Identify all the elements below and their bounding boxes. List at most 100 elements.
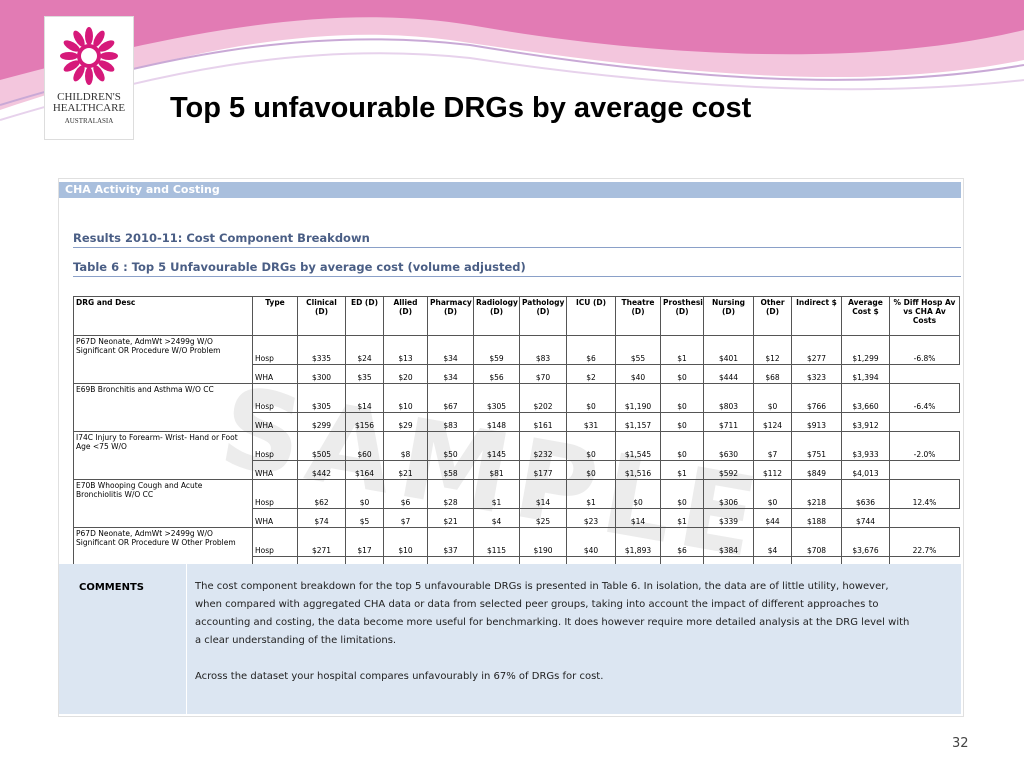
drg-desc: P67D Neonate, AdmWt >2499g W/O Significa…	[73, 335, 253, 384]
column-header: % Diff Hosp Av vs CHA Av Costs	[889, 296, 960, 336]
drg-desc: I74C Injury to Forearm- Wrist- Hand or F…	[73, 431, 253, 480]
table-cell: $1,545	[615, 431, 661, 461]
table-cell: WHA	[252, 460, 298, 480]
cost-table: DRG and Desc Type Clinical (D) ED (D) Allied…	[73, 296, 960, 576]
table-cell: $23	[566, 508, 616, 528]
column-header: Prosthesis (D)	[660, 296, 704, 336]
table-row: E70B Whooping Cough and Acute Bronchioli…	[73, 479, 960, 528]
section-title: Results 2010-11: Cost Component Breakdow…	[73, 231, 961, 248]
table-cell: WHA	[252, 364, 298, 384]
table-cell: $803	[703, 383, 754, 413]
table-cell: $384	[703, 527, 754, 557]
column-header: Type	[252, 296, 298, 336]
table-cell: $1,516	[615, 460, 661, 480]
table-cell: $0	[660, 431, 704, 461]
table-cell: $14	[345, 383, 384, 413]
column-header: Pathology (D)	[519, 296, 567, 336]
table-cell: $744	[841, 508, 890, 528]
table-cell: $6	[660, 527, 704, 557]
table-cell: $81	[473, 460, 520, 480]
column-header: Theatre (D)	[615, 296, 661, 336]
table-cell: $58	[427, 460, 474, 480]
table-cell: $1	[566, 479, 616, 509]
table-cell: $323	[791, 364, 842, 384]
table-cell: $56	[473, 364, 520, 384]
table-cell: $10	[383, 383, 428, 413]
table-cell: Hosp	[252, 527, 298, 557]
table-cell: $0	[753, 383, 792, 413]
table-cell: $112	[753, 460, 792, 480]
table-cell: $37	[427, 527, 474, 557]
logo-text: CHILDREN'S	[57, 91, 121, 103]
table-cell: $3,676	[841, 527, 890, 557]
table-cell: $3,933	[841, 431, 890, 461]
table-cell: $305	[473, 383, 520, 413]
table-cell: $17	[345, 527, 384, 557]
table-cell: $34	[427, 364, 474, 384]
table-cell: $70	[519, 364, 567, 384]
table-cell: $2	[566, 364, 616, 384]
table-cell: $849	[791, 460, 842, 480]
table-cell: $1,299	[841, 335, 890, 365]
table-cell: $0	[615, 479, 661, 509]
table-cell: Hosp	[252, 335, 298, 365]
table-row: I74C Injury to Forearm- Wrist- Hand or F…	[73, 431, 960, 480]
table-cell: $156	[345, 412, 384, 432]
column-header: Clinical (D)	[297, 296, 346, 336]
table-cell: $0	[753, 479, 792, 509]
table-cell: -2.0%	[889, 431, 960, 461]
table-cell: $306	[703, 479, 754, 509]
comments-text: The cost component breakdown for the top…	[195, 578, 915, 704]
table-cell: $50	[427, 431, 474, 461]
logo-text: HEALTHCARE	[52, 102, 126, 114]
table-cell: Hosp	[252, 431, 298, 461]
table-cell: $335	[297, 335, 346, 365]
table-cell: $24	[345, 335, 384, 365]
table-cell: WHA	[252, 508, 298, 528]
column-header: Nursing (D)	[703, 296, 754, 336]
table-row: P67D Neonate, AdmWt >2499g W/O Significa…	[73, 527, 960, 576]
comments-label: COMMENTS	[59, 564, 187, 714]
table-cell: $1,394	[841, 364, 890, 384]
table-cell: $31	[566, 412, 616, 432]
table-cell: $232	[519, 431, 567, 461]
column-header: ED (D)	[345, 296, 384, 336]
table-cell: WHA	[252, 412, 298, 432]
table-cell: $766	[791, 383, 842, 413]
table-cell: $62	[297, 479, 346, 509]
table-cell: $636	[841, 479, 890, 509]
comment-paragraph: Across the dataset your hospital compare…	[195, 671, 604, 682]
comment-paragraph: The cost component breakdown for the top…	[195, 581, 910, 646]
table-cell: $124	[753, 412, 792, 432]
table-cell: $442	[297, 460, 346, 480]
table-cell: $12	[753, 335, 792, 365]
table-cell: $305	[297, 383, 346, 413]
drg-desc: E69B Bronchitis and Asthma W/O CC	[73, 383, 253, 432]
table-cell: Hosp	[252, 479, 298, 509]
table-cell: $4	[753, 527, 792, 557]
table-cell: $0	[345, 479, 384, 509]
table-cell: $83	[427, 412, 474, 432]
table-cell: $0	[566, 383, 616, 413]
drg-desc: E70B Whooping Cough and Acute Bronchioli…	[73, 479, 253, 528]
table-cell: $21	[383, 460, 428, 480]
table-cell: $751	[791, 431, 842, 461]
table-cell: 12.4%	[889, 479, 960, 509]
table-cell: $708	[791, 527, 842, 557]
table-cell: $115	[473, 527, 520, 557]
table-cell: $0	[660, 364, 704, 384]
table-cell: $277	[791, 335, 842, 365]
table-cell: $3,660	[841, 383, 890, 413]
table-cell: $148	[473, 412, 520, 432]
table-cell: $6	[566, 335, 616, 365]
column-header: Average Cost $	[841, 296, 890, 336]
table-cell: $68	[753, 364, 792, 384]
table-cell: -6.8%	[889, 335, 960, 365]
table-cell: $630	[703, 431, 754, 461]
table-cell: $1	[660, 335, 704, 365]
table-cell: $0	[566, 460, 616, 480]
table-row: E69B Bronchitis and Asthma W/O CC Hosp $30…	[73, 383, 960, 432]
report-panel: CHA Activity and Costing Results 2010-11…	[58, 178, 964, 717]
table-cell: $0	[660, 412, 704, 432]
